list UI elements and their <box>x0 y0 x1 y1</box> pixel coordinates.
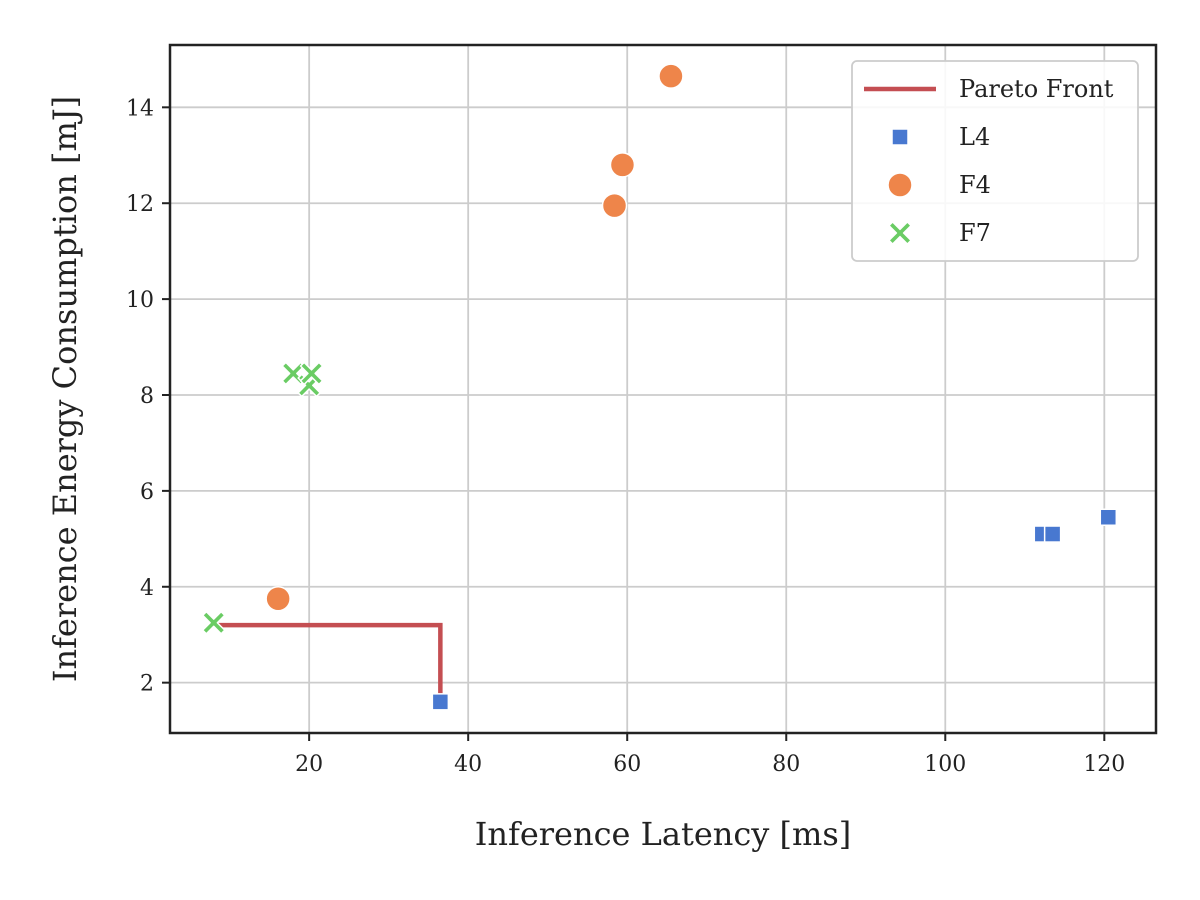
legend-label-f4: F4 <box>959 171 991 199</box>
l4-data-point <box>431 693 450 711</box>
y-tick-label: 10 <box>126 288 154 313</box>
f4-data-point <box>658 63 684 89</box>
x-tick-label: 20 <box>295 752 323 777</box>
f4-data-point <box>265 586 291 612</box>
f4-data-point <box>609 152 636 178</box>
pareto-front-line <box>213 622 443 702</box>
legend: Pareto Front L4 F4 F7 <box>851 60 1139 262</box>
series-l4 <box>431 508 1118 711</box>
pareto-front-layer <box>213 622 443 702</box>
f7-data-point <box>201 610 226 635</box>
legend-key-f7 <box>888 221 912 245</box>
y-tick-label: 6 <box>140 480 154 505</box>
legend-box <box>851 60 1139 262</box>
plot-frame <box>168 43 1158 735</box>
data-points-layer <box>201 63 1118 711</box>
y-tick-label: 12 <box>126 192 154 217</box>
x-tick-label: 60 <box>613 752 641 777</box>
x-tick-label: 100 <box>924 752 966 777</box>
x-tick-label: 80 <box>772 752 800 777</box>
y-tick-label: 2 <box>140 672 154 697</box>
axis-ticks: 20 40 60 80 100 120 2 4 6 8 10 12 14 <box>126 96 1125 777</box>
legend-label-l4: L4 <box>959 123 990 151</box>
legend-label-f7: F7 <box>959 219 991 247</box>
legend-key-l4 <box>891 128 909 146</box>
series-f4 <box>265 63 684 612</box>
x-tick-label: 40 <box>454 752 482 777</box>
series-f7 <box>201 361 324 635</box>
f4-data-point <box>601 192 628 219</box>
l4-data-point <box>1099 508 1118 527</box>
x-axis-title: Inference Latency [ms] <box>475 815 852 853</box>
l4-data-point <box>1043 525 1062 543</box>
y-tick-label: 8 <box>140 384 154 409</box>
x-tick-label: 120 <box>1083 752 1125 777</box>
legend-key-f4 <box>887 172 913 198</box>
y-tick-label: 14 <box>126 96 154 121</box>
y-tick-label: 4 <box>140 576 154 601</box>
y-axis-title: Inference Energy Consumption [mJ] <box>46 96 84 682</box>
legend-label-pareto-front: Pareto Front <box>959 75 1114 103</box>
f7-data-point <box>299 361 324 386</box>
